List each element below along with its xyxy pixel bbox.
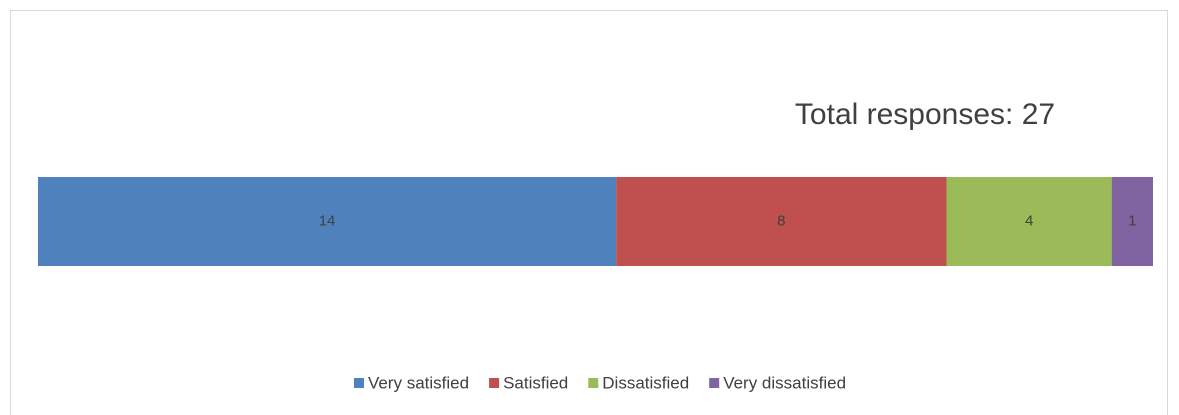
legend-swatch — [709, 378, 720, 388]
chart-title: Total responses: 27 — [795, 98, 1055, 131]
bar-segment — [1111, 177, 1153, 266]
legend-swatch — [588, 378, 599, 388]
legend-label: Dissatisfied — [602, 373, 689, 392]
bar-segment — [38, 177, 617, 266]
data-label: 4 — [1025, 212, 1033, 229]
legend-label: Very satisfied — [368, 373, 469, 392]
legend-label: Very dissatisfied — [723, 373, 846, 392]
legend-label: Satisfied — [503, 373, 568, 392]
legend-swatch — [489, 378, 500, 388]
bar-segment — [946, 177, 1112, 266]
legend-swatch — [353, 378, 364, 388]
data-label: 8 — [777, 212, 785, 229]
data-label: 14 — [319, 212, 336, 229]
bar-segment — [616, 177, 947, 266]
data-label: 1 — [1128, 212, 1136, 229]
